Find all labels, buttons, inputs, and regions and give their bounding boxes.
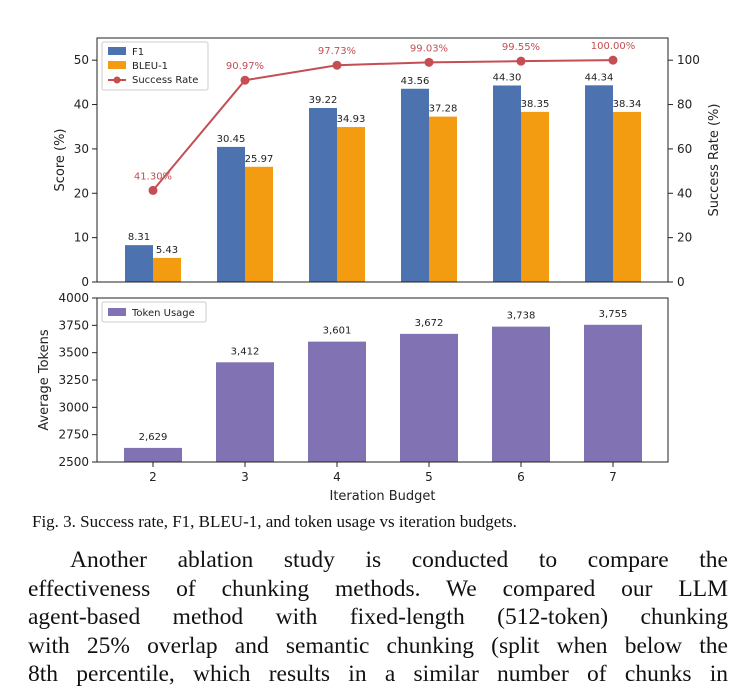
x-tick-label: 6	[517, 470, 525, 484]
y2-tick-label: 40	[677, 186, 692, 200]
legend-label-success-rate: Success Rate	[132, 75, 198, 86]
y-tick-label: 3000	[58, 400, 89, 414]
bar-bleu-1-3	[245, 166, 273, 282]
y-tick-label: 3500	[58, 346, 89, 360]
y-tick-label: 3250	[58, 373, 89, 387]
x-axis-label: Iteration Budget	[329, 489, 435, 504]
top-plot-frame	[96, 37, 669, 283]
y-tick-label: 30	[74, 142, 89, 156]
bar-token-usage-3	[216, 362, 274, 462]
bar-token-usage-5	[400, 333, 458, 462]
data-label-bleu-1-2: 5.43	[156, 245, 178, 256]
bar-f1-7	[585, 85, 613, 283]
data-label-f1-5: 43.56	[401, 76, 430, 87]
x-tick-label: 5	[425, 470, 433, 484]
bar-f1-3	[217, 146, 245, 282]
data-label-bleu-1-5: 37.28	[429, 104, 458, 115]
legend-label-f1: F1	[132, 47, 144, 58]
data-label-bleu-1-3: 25.97	[245, 154, 274, 165]
data-label-f1-3: 30.45	[217, 134, 246, 145]
success-rate-label-4: 97.73%	[318, 46, 356, 57]
data-label-token-usage-5: 3,672	[415, 318, 444, 329]
x-tick-label: 7	[609, 470, 617, 484]
y-tick-label: 20	[74, 186, 89, 200]
success-rate-label-3: 90.97%	[226, 61, 264, 72]
y-axis-label: Score (%)	[53, 128, 68, 191]
success-rate-point-3	[240, 75, 250, 85]
y2-tick-label: 100	[677, 53, 700, 67]
success-rate-point-2	[148, 185, 158, 195]
bar-bleu-1-2	[153, 257, 181, 282]
success-rate-point-7	[608, 55, 618, 65]
bar-bleu-1-5	[429, 116, 457, 282]
y-tick-label: 50	[74, 53, 89, 67]
y-tick-label: 4000	[58, 291, 89, 305]
y-tick-label: 0	[81, 275, 89, 289]
data-label-f1-2: 8.31	[128, 232, 150, 243]
success-rate-point-6	[516, 56, 526, 66]
x-tick-label: 2	[149, 470, 157, 484]
y-tick-label: 2750	[58, 428, 89, 442]
bar-token-usage-4	[308, 341, 366, 462]
body-line: with 25% overlap and semantic chunking (…	[28, 632, 728, 659]
bar-bleu-1-6	[521, 111, 549, 283]
bar-token-usage-2	[124, 447, 182, 462]
figure-caption: Fig. 3. Success rate, F1, BLEU-1, and to…	[32, 512, 517, 531]
legend-box	[101, 301, 207, 323]
legend-label-token-usage: Token Usage	[131, 308, 195, 319]
bar-f1-5	[401, 88, 429, 282]
bar-bleu-1-7	[613, 111, 641, 282]
body-line: 8th percentile, which results in a simil…	[28, 661, 728, 687]
success-rate-label-5: 99.03%	[410, 43, 448, 54]
y2-tick-label: 60	[677, 142, 692, 156]
data-label-f1-7: 44.34	[585, 72, 614, 83]
data-label-token-usage-4: 3,601	[323, 326, 352, 337]
x-tick-label: 3	[241, 470, 249, 484]
x-tick-label: 4	[333, 470, 341, 484]
data-label-bleu-1-4: 34.93	[337, 114, 366, 125]
data-label-bleu-1-7: 38.34	[613, 99, 642, 110]
success-rate-label-6: 99.55%	[502, 42, 540, 53]
data-label-token-usage-2: 2,629	[139, 432, 168, 443]
legend-label-bleu-1: BLEU-1	[132, 61, 168, 72]
data-label-token-usage-6: 3,738	[507, 311, 536, 322]
legend-swatch-token-usage	[108, 308, 126, 316]
data-label-f1-4: 39.22	[309, 95, 338, 106]
data-label-bleu-1-6: 38.35	[521, 99, 550, 110]
data-label-f1-6: 44.30	[493, 72, 522, 83]
y-tick-label: 3750	[58, 318, 89, 332]
success-rate-line	[152, 59, 614, 192]
legend-box	[101, 41, 209, 91]
bar-bleu-1-4	[337, 127, 365, 283]
y-axis-label: Average Tokens	[37, 329, 52, 431]
bar-token-usage-7	[584, 324, 642, 462]
y-tick-label: 40	[74, 98, 89, 112]
y2-tick-label: 0	[677, 275, 685, 289]
bottom-plot-frame	[96, 297, 669, 463]
bar-f1-2	[125, 245, 153, 282]
bar-f1-4	[309, 108, 337, 282]
body-line: agent-based method with fixed-length (51…	[28, 604, 728, 630]
legend-marker-success-rate	[113, 76, 121, 84]
success-rate-point-4	[332, 60, 342, 70]
data-label-token-usage-7: 3,755	[599, 309, 628, 320]
y2-tick-label: 80	[677, 98, 692, 112]
body-paragraph: Another ablation study is conducted to c…	[28, 546, 728, 689]
legend-swatch-bleu-1	[108, 61, 126, 69]
figure: 8.31 30.45 39.22 43.56 44.30 44.34 5.43 25.97 34…	[37, 37, 722, 504]
success-rate-label-7: 100.00%	[591, 41, 636, 52]
success-rate-label-2: 41.30%	[134, 171, 172, 182]
y2-tick-label: 20	[677, 231, 692, 245]
body-line: Another ablation study is conducted to c…	[70, 547, 728, 573]
success-rate-point-5	[424, 57, 434, 67]
y-tick-label: 10	[74, 231, 89, 245]
bar-f1-6	[493, 85, 521, 283]
data-label-token-usage-3: 3,412	[231, 346, 260, 357]
legend-swatch-f1	[108, 47, 126, 55]
body-line: effectiveness of chunking methods. We co…	[28, 575, 728, 602]
y2-axis-label: Success Rate (%)	[707, 104, 722, 217]
y-tick-label: 2500	[58, 455, 89, 469]
bar-token-usage-6	[492, 326, 550, 462]
